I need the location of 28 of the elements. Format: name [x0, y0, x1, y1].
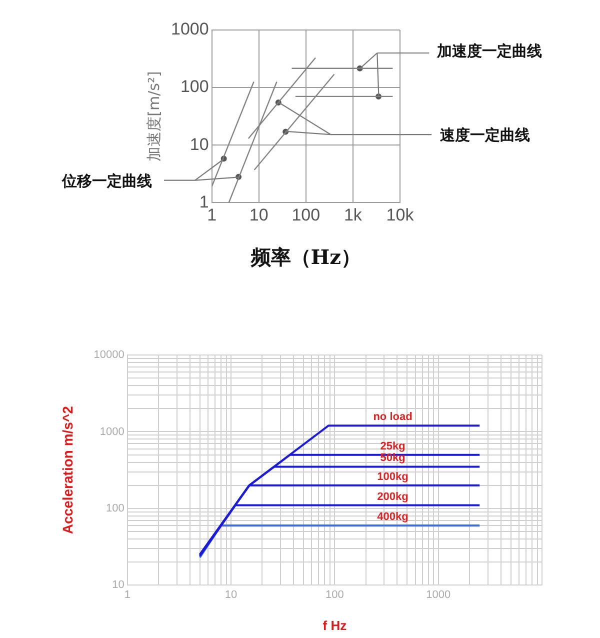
y-tick-label: 10: [190, 134, 209, 154]
text: 加速度一定曲线: [437, 42, 542, 61]
series-label: 400kg: [377, 511, 408, 524]
y-tick-label: 1000: [100, 426, 124, 438]
y-axis-title: Acceleration m/s^2: [59, 406, 76, 534]
x-tick-label: 10: [249, 205, 268, 224]
x-tick-label: 100: [292, 205, 320, 224]
text: 速度一定曲线: [440, 126, 530, 145]
x-axis-title: f Hz: [322, 618, 348, 633]
y-tick-label: 100: [106, 502, 124, 514]
y-tick-label: 1000: [170, 20, 209, 39]
y-tick-label: 10: [112, 579, 124, 592]
y-tick-label: 1: [199, 192, 209, 212]
series-label: 200kg: [377, 490, 408, 503]
y-tick-label: 100: [180, 77, 209, 96]
x-tick-label: 10: [224, 588, 238, 601]
series-label: no load: [373, 411, 412, 424]
x-tick-label: 1000: [426, 588, 451, 601]
x-tick-label: 100: [326, 588, 344, 601]
series-label: 100kg: [377, 470, 408, 483]
x-tick-label: 10k: [386, 205, 414, 224]
x-tick-label: 1k: [344, 205, 362, 224]
series-label: 25kg: [380, 440, 406, 452]
series-label: 50kg: [380, 452, 406, 464]
y-tick-label: 10000: [94, 349, 124, 362]
text: 位移一定曲线: [62, 172, 152, 191]
x-axis-title: 频率（Hz）: [250, 245, 362, 270]
y-axis-title: 加速度[m/s²]: [144, 71, 163, 162]
